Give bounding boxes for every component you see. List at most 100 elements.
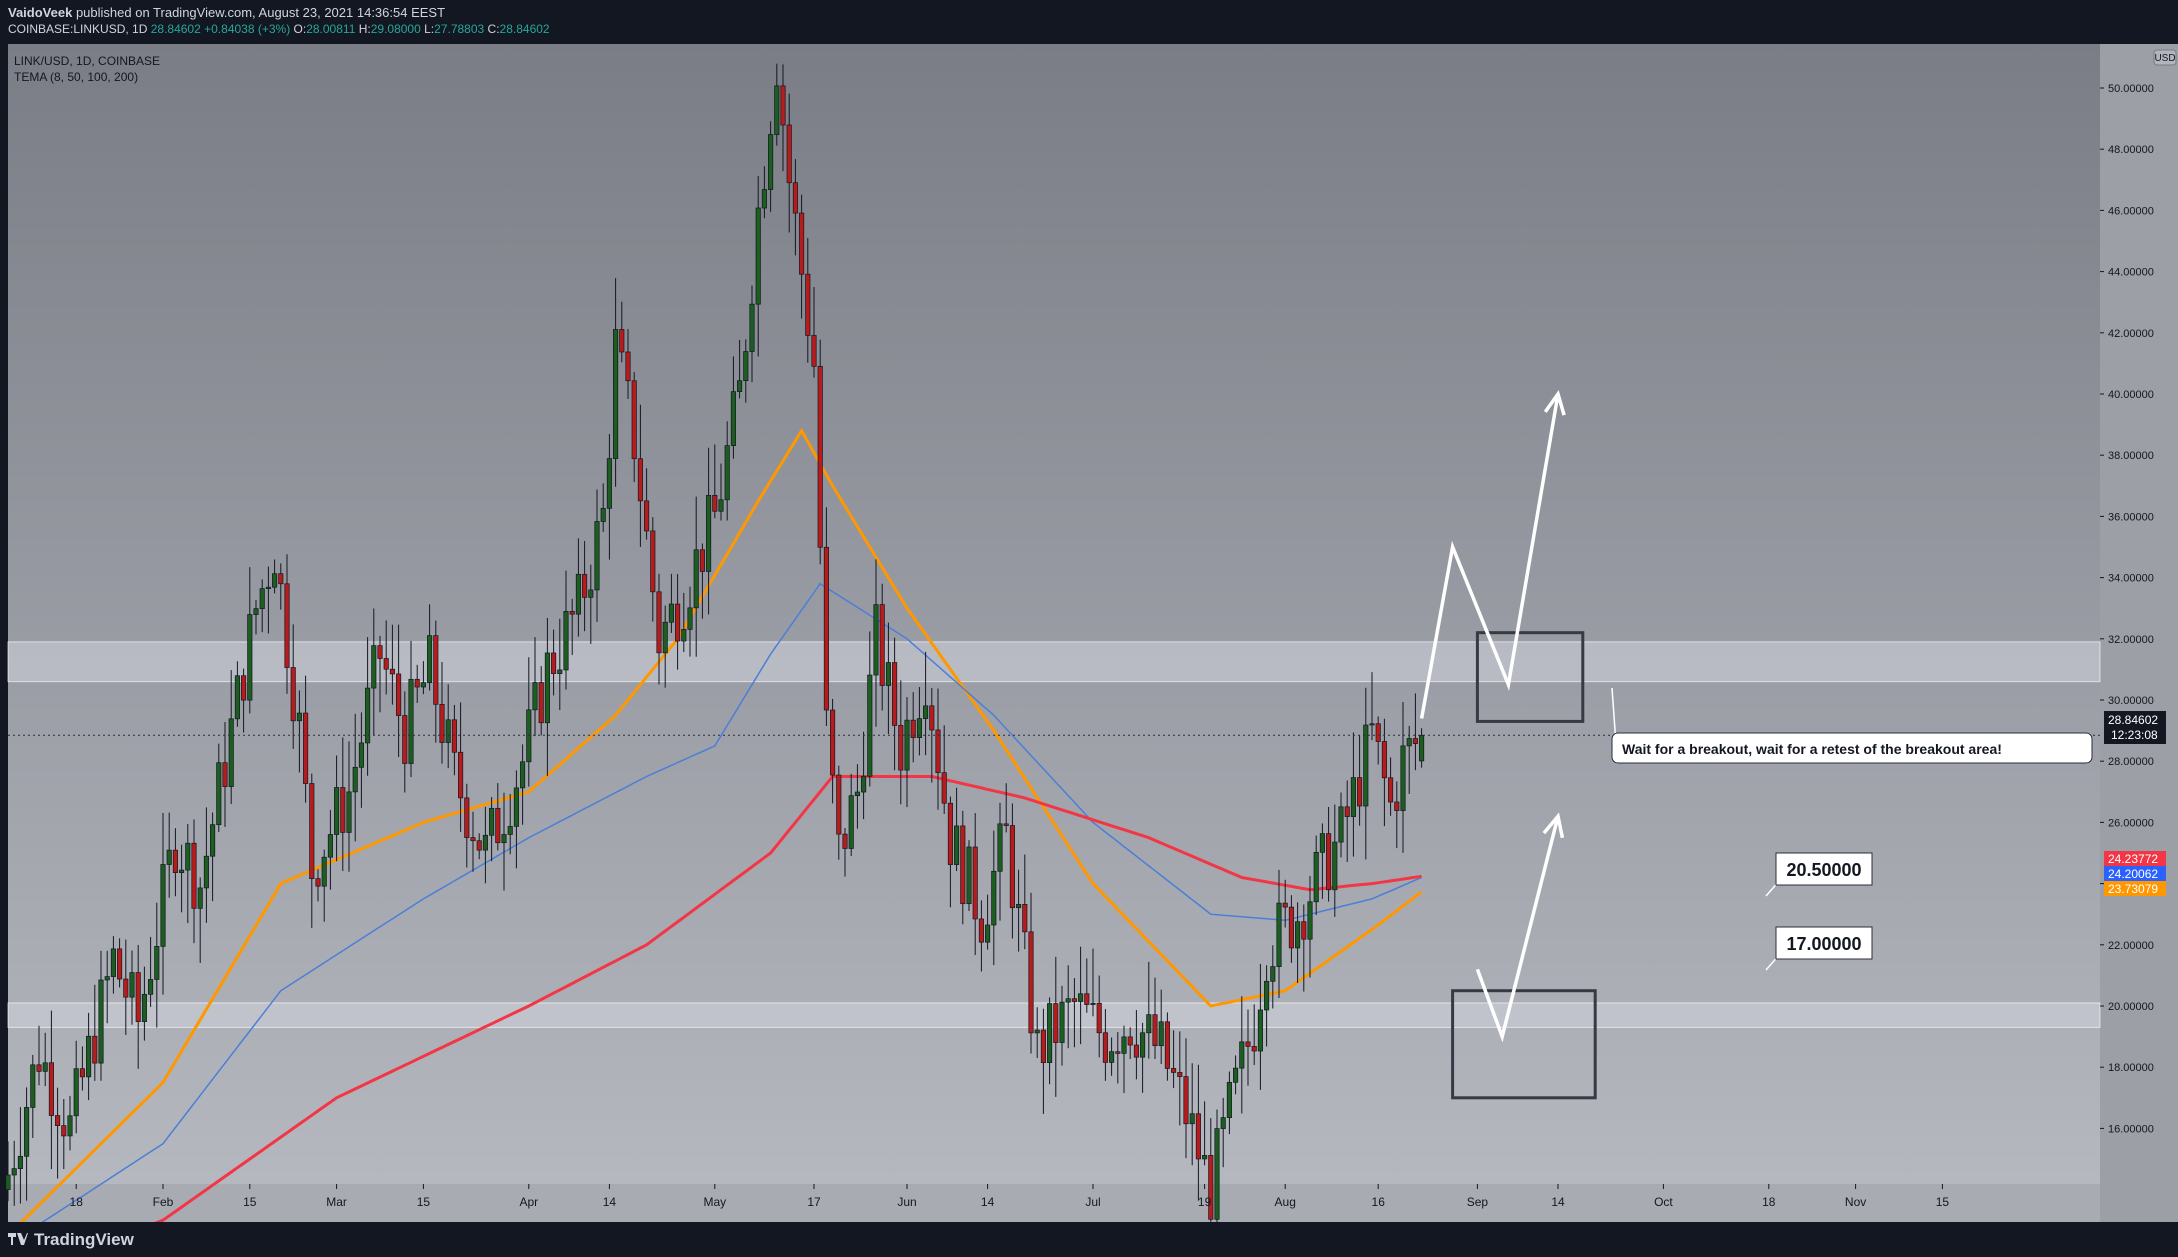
- candle-down: [1133, 1044, 1139, 1058]
- candle-up: [600, 507, 606, 522]
- candle-up: [253, 608, 259, 615]
- y-tick-label: 16.00000: [2108, 1123, 2154, 1135]
- candle-down: [340, 787, 346, 833]
- target-box-1[interactable]: [1451, 989, 1597, 1100]
- x-tick-label: 16: [1372, 1195, 1386, 1209]
- candle-up: [532, 682, 538, 711]
- label-support-upper[interactable]: 20.50000: [1765, 852, 1873, 897]
- candle-up: [1369, 723, 1375, 726]
- x-tick-label: Oct: [1654, 1195, 1673, 1209]
- candle-down: [303, 712, 309, 784]
- candle-up: [1270, 966, 1276, 982]
- candle-up: [588, 589, 594, 598]
- candle-up: [1239, 1041, 1245, 1069]
- candle-up: [718, 499, 724, 512]
- y-tick-label: 36.00000: [2108, 511, 2154, 523]
- candle-up: [1295, 921, 1301, 949]
- projection-upper-arrow[interactable]: [1419, 393, 1560, 719]
- label-support-lower[interactable]: 17.00000: [1765, 926, 1873, 971]
- candle-up: [544, 652, 550, 724]
- candle-up: [1332, 841, 1338, 891]
- x-tick-label: 14: [1551, 1195, 1565, 1209]
- publish-info: published on TradingView.com, August 23,…: [75, 5, 446, 20]
- price-axis[interactable]: 16.0000018.0000020.0000022.0000024.00000…: [2100, 83, 2154, 1135]
- candle-down: [1127, 1036, 1133, 1046]
- candle-up: [749, 303, 755, 352]
- candle-down: [1177, 1072, 1183, 1077]
- last-price-tag-value: 28.84602: [2108, 713, 2158, 727]
- candle-up: [247, 614, 253, 701]
- x-tick-label: Jun: [897, 1195, 916, 1209]
- x-tick-label: Feb: [153, 1195, 174, 1209]
- tradingview-logo[interactable]: TradingView: [8, 1230, 134, 1250]
- tema100-tag-bg: [2104, 866, 2166, 881]
- candle-down: [1183, 1076, 1189, 1125]
- candle-up: [1257, 1009, 1263, 1052]
- candle-up: [24, 1107, 30, 1157]
- y-tick-label: 42.00000: [2108, 328, 2154, 340]
- candle-down: [972, 846, 978, 920]
- candle-down: [1388, 777, 1394, 803]
- candle-down: [637, 458, 643, 502]
- candle-down: [799, 212, 805, 275]
- candle-down: [458, 751, 464, 799]
- candle-up: [954, 825, 960, 865]
- drawings[interactable]: [1419, 390, 1597, 1100]
- candle-up: [42, 1062, 48, 1072]
- candle-down: [377, 645, 383, 659]
- candle-up: [923, 705, 929, 719]
- candle-down: [675, 603, 681, 642]
- y-tick-label: 44.00000: [2108, 267, 2154, 279]
- horizontal-zones: [7, 641, 2101, 1028]
- candle-up: [427, 635, 433, 684]
- candle-up: [743, 351, 749, 382]
- tradingview-brand: TradingView: [34, 1230, 134, 1249]
- candle-up: [489, 807, 495, 836]
- symbol-ohlc-line: COINBASE:LINKUSD, 1D 28.84602 +0.84038 (…: [8, 22, 550, 36]
- candle-up: [1276, 902, 1282, 967]
- candle-up: [1214, 1128, 1220, 1220]
- currency-badge[interactable]: USD: [2153, 49, 2177, 66]
- y-tick-label: 38.00000: [2108, 450, 2154, 462]
- candle-down: [1003, 823, 1009, 826]
- candle-up: [991, 870, 997, 926]
- x-tick-label: Aug: [1275, 1195, 1296, 1209]
- candle-up: [966, 846, 972, 905]
- candle-up: [1059, 1001, 1065, 1043]
- candle-up: [1363, 724, 1369, 807]
- x-tick-label: 18: [1762, 1195, 1776, 1209]
- candle-down: [1245, 1041, 1251, 1047]
- candle-down: [55, 1115, 61, 1127]
- candle-up: [1189, 1113, 1195, 1125]
- y-tick-label: 40.00000: [2108, 389, 2154, 401]
- candle-down: [278, 573, 284, 585]
- projection-lower-arrow[interactable]: [1475, 815, 1560, 1043]
- x-tick-label: 15: [243, 1195, 257, 1209]
- y-tick-label: 48.00000: [2108, 144, 2154, 156]
- candle-up: [110, 948, 116, 977]
- y-tick-label: 50.00000: [2108, 83, 2154, 95]
- candle-down: [241, 675, 247, 701]
- x-tick-label: 15: [417, 1195, 431, 1209]
- target-box-0[interactable]: [1475, 631, 1585, 723]
- candle-down: [569, 611, 575, 615]
- last-price-tag[interactable]: 28.84602 12:23:08: [2104, 711, 2166, 744]
- candle-up: [1078, 993, 1084, 1002]
- publisher-name[interactable]: VaidoVeek: [8, 5, 73, 20]
- x-tick-label: 18: [70, 1195, 84, 1209]
- candle-down: [290, 667, 296, 722]
- candle-down: [117, 948, 123, 980]
- price-chart[interactable]: 16.0000018.0000020.0000022.0000024.00000…: [0, 40, 2178, 1222]
- time-axis[interactable]: 18 Feb 15 Mar 15 Apr 14 May 17 Jun 14 Jul 19 Aug 16 Sep…: [70, 1184, 1950, 1209]
- candle-up: [30, 1064, 36, 1108]
- candle-up: [1264, 980, 1270, 1011]
- y-tick-label: 22.00000: [2108, 940, 2154, 952]
- y-tick-label: 30.00000: [2108, 695, 2154, 707]
- candle-up: [1313, 851, 1319, 903]
- candle-down: [464, 797, 470, 838]
- candle-down: [48, 1062, 54, 1116]
- candle-up: [228, 718, 234, 787]
- callout[interactable]: Wait for a breakout, wait for a retest o…: [1611, 687, 2093, 764]
- candle-down: [978, 918, 984, 943]
- time-axis-background: [8, 1184, 2100, 1222]
